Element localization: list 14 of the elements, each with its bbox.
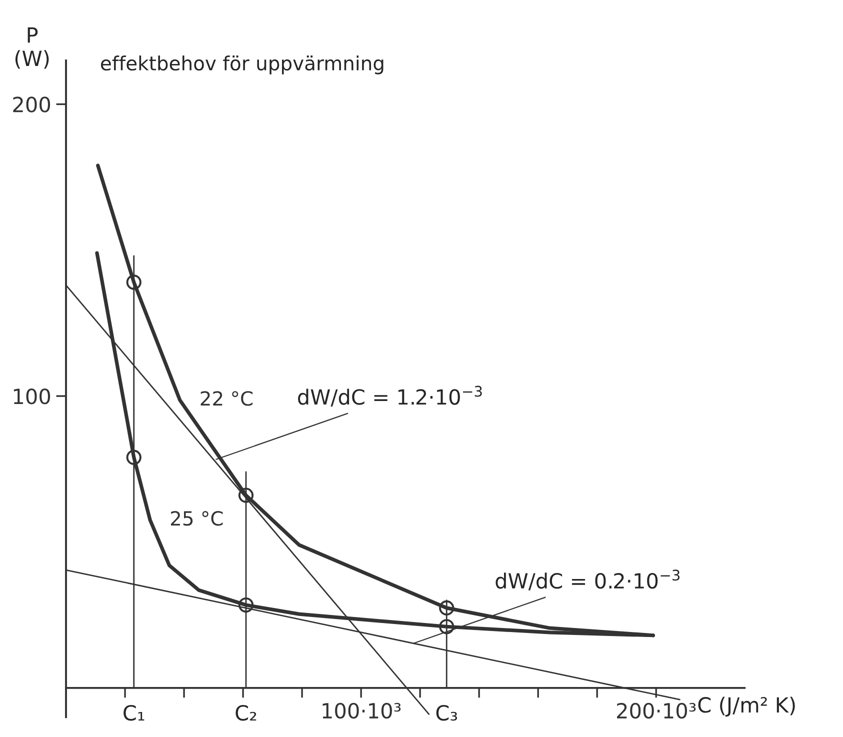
annotation: C₂ <box>236 704 256 721</box>
y-tick-label: 200 <box>13 96 50 112</box>
annotation: C₃ <box>436 704 458 721</box>
x-tick-label: 100·10³ <box>322 702 401 719</box>
annotation: C₁ <box>124 704 144 721</box>
annotation: dW/dC = 1.2·10$^{−3}$ <box>298 386 482 406</box>
y-axis-title: P (W) <box>15 27 49 69</box>
chart-title: effektbehov för uppvärmning <box>101 56 384 74</box>
series-label: 25 °C <box>170 511 223 526</box>
annotation: dW/dC = 0.2·10$^{−3}$ <box>496 570 680 590</box>
series-label: 22 °C <box>200 391 253 406</box>
x-tick-label: 200·10³ <box>617 702 696 719</box>
x-axis-title: C (J/m² K) <box>698 696 795 717</box>
y-tick-label: 100 <box>14 388 50 404</box>
